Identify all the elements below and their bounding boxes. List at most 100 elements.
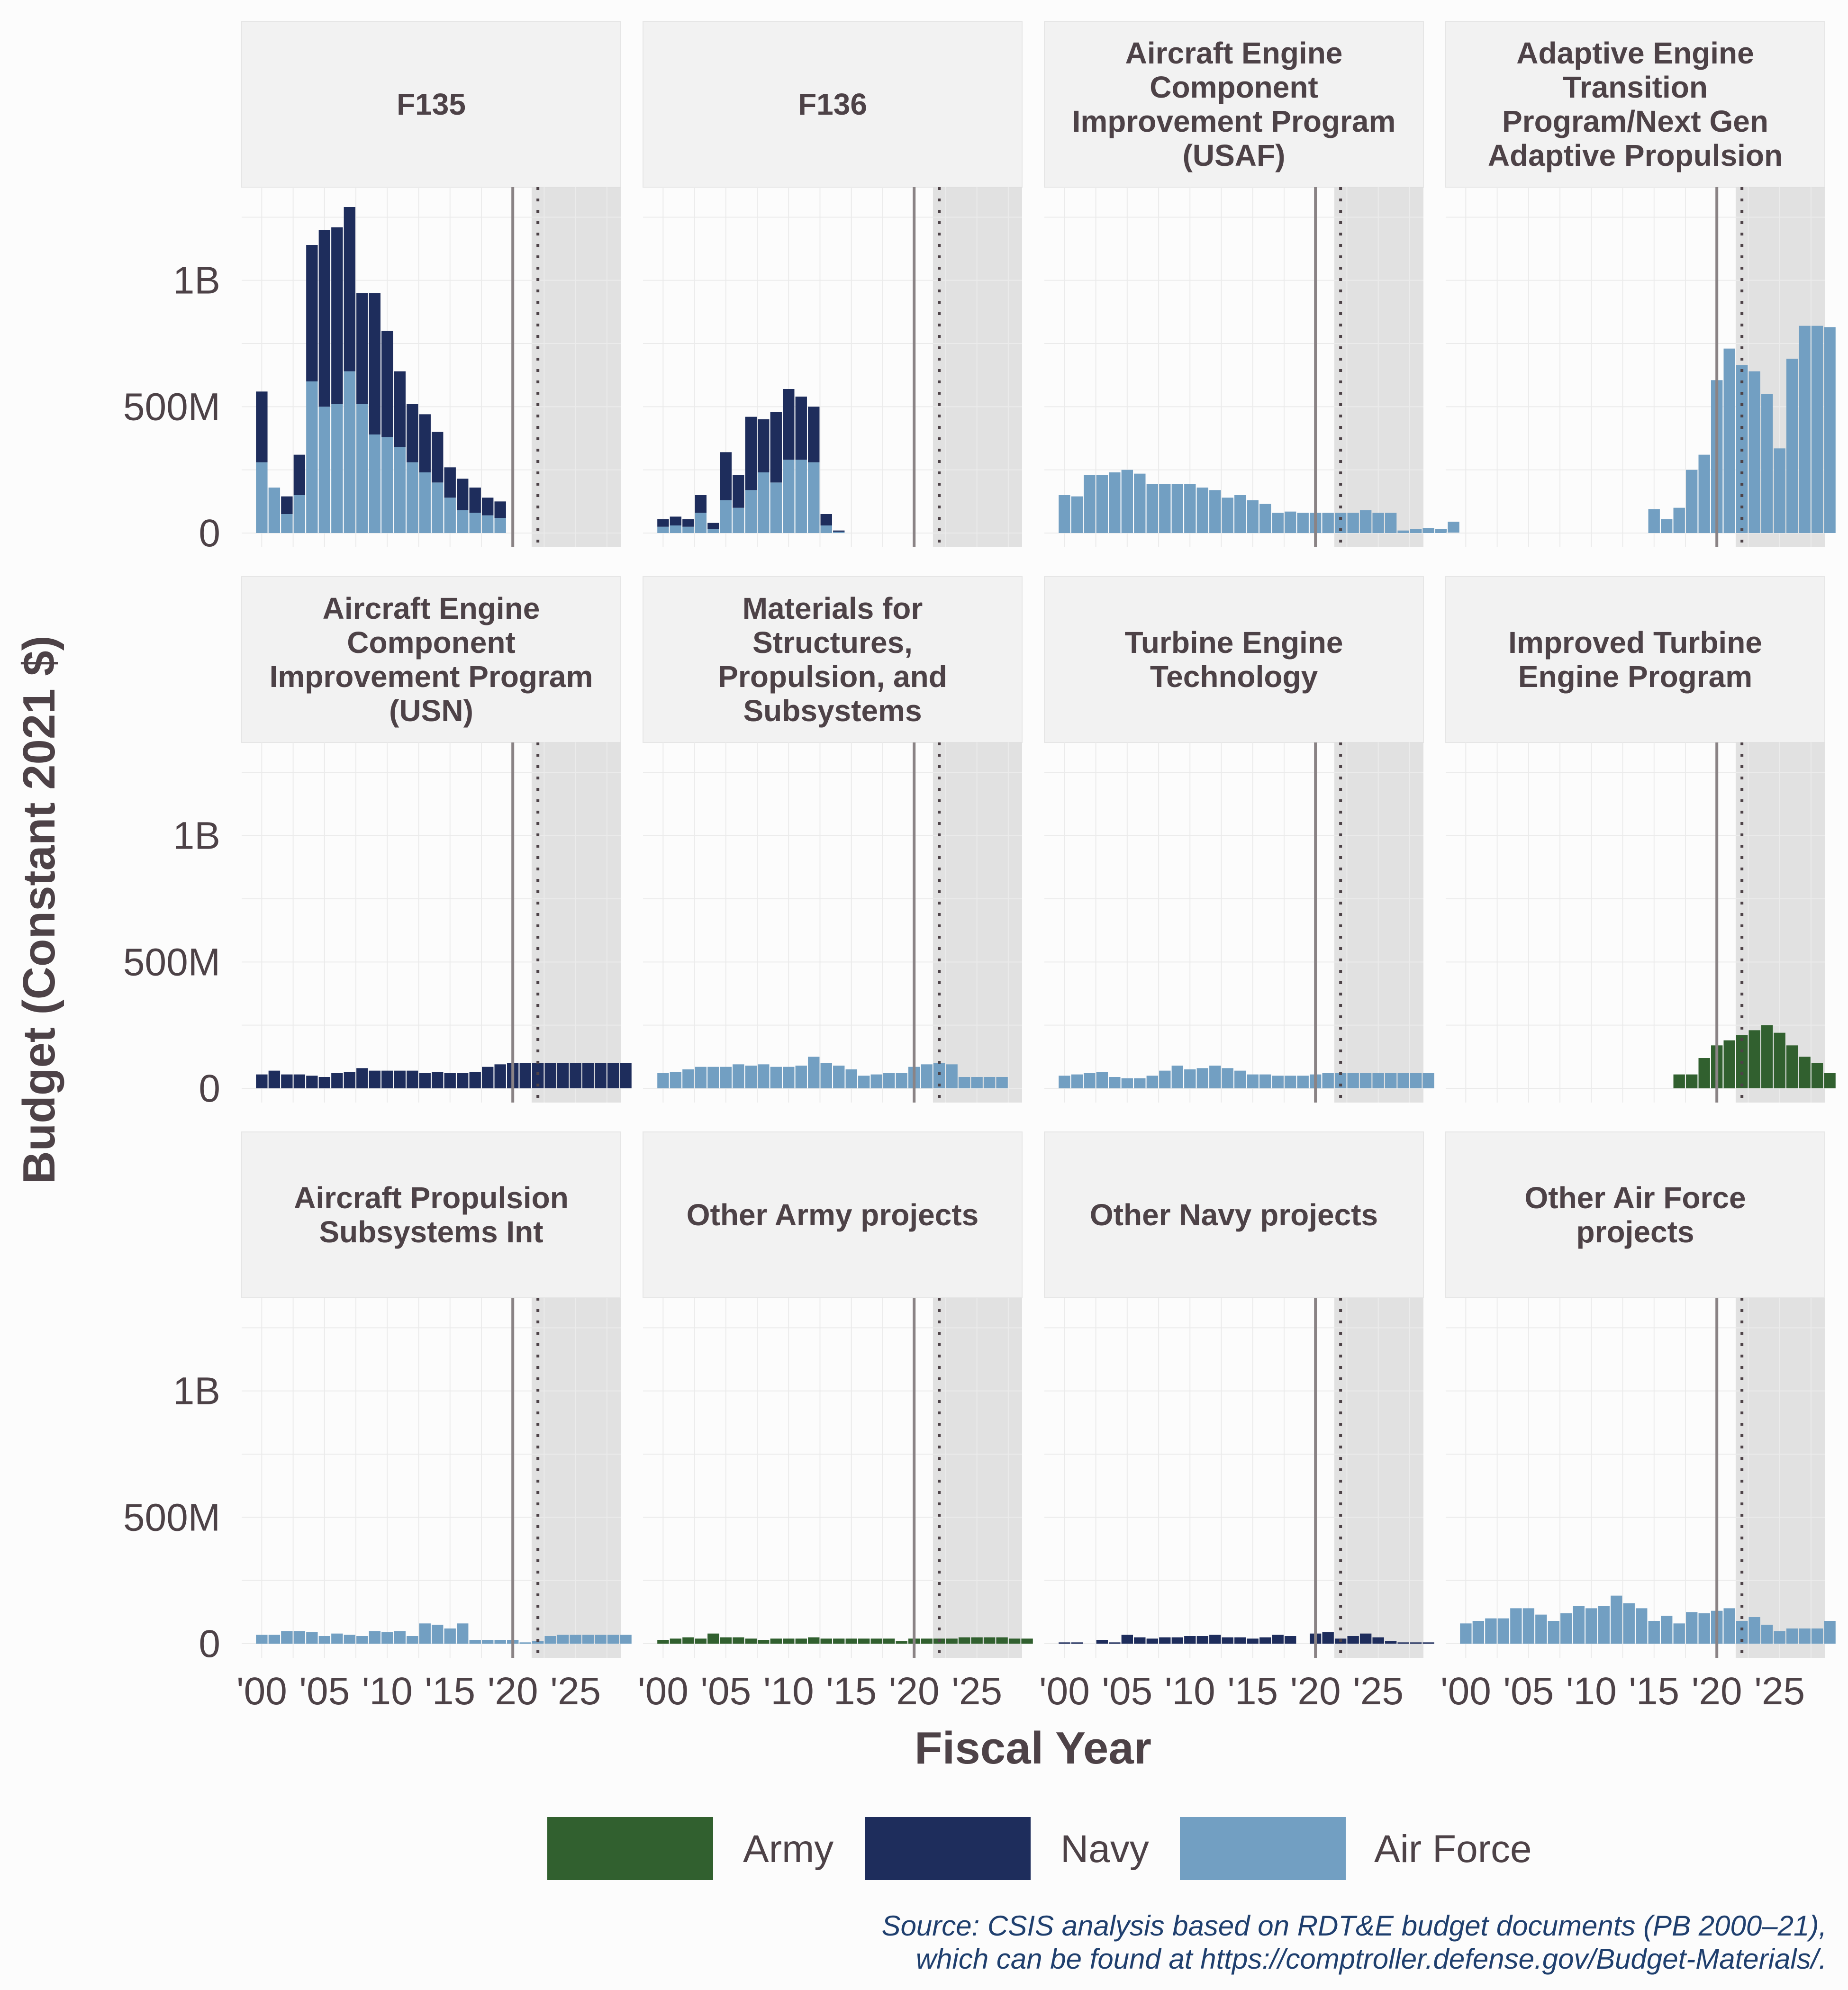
bar-af (1686, 1612, 1698, 1644)
bar-af (733, 507, 744, 533)
panel-strip (241, 21, 621, 188)
bar-af (1071, 496, 1083, 533)
bar-navy (306, 1076, 318, 1088)
bar-navy (770, 412, 782, 483)
bar-navy (1272, 1635, 1284, 1644)
bar-af (1184, 1069, 1196, 1088)
bar-navy (331, 227, 343, 404)
x-tick-label: '15 (826, 1670, 877, 1713)
legend-swatch-army (547, 1817, 713, 1880)
projection-shade (531, 1298, 621, 1658)
bar-army (1698, 1058, 1710, 1088)
bar-af (1322, 1073, 1334, 1088)
bar-navy (1071, 1642, 1083, 1644)
x-tick-label: '20 (1692, 1670, 1742, 1713)
bar-navy (457, 1073, 469, 1088)
bar-navy (318, 1077, 331, 1088)
bar-af (1359, 1073, 1372, 1088)
panel-title: Transition (1563, 70, 1708, 104)
bar-army (1686, 1074, 1698, 1088)
bar-af (1146, 484, 1158, 533)
x-tick-label: '00 (1039, 1670, 1090, 1713)
bar-navy (1184, 1636, 1196, 1644)
bar-af (457, 1623, 469, 1644)
bar-navy (281, 1074, 293, 1088)
bar-army (921, 1638, 933, 1644)
projection-shade (1334, 742, 1423, 1103)
bar-af (1109, 1077, 1121, 1088)
bar-af (733, 1064, 744, 1088)
x-tick-label: '10 (1566, 1670, 1617, 1713)
bar-af (1723, 1608, 1735, 1644)
bar-af (1422, 528, 1434, 533)
bar-army (833, 1638, 845, 1644)
x-tick-label: '00 (638, 1670, 688, 1713)
bar-af (469, 1640, 481, 1644)
panel-title: F136 (798, 87, 867, 121)
bar-af (544, 1636, 556, 1644)
panel-title: projects (1576, 1215, 1694, 1249)
bar-army (1673, 1074, 1685, 1088)
bar-af (833, 532, 845, 533)
bar-af (394, 1631, 406, 1644)
bar-af (1761, 394, 1773, 533)
bar-navy (519, 1063, 531, 1088)
bar-navy (1422, 1642, 1434, 1644)
bar-af (1272, 513, 1284, 533)
bar-af (620, 1635, 632, 1644)
panel-strip (1445, 1131, 1825, 1298)
bar-navy (356, 1068, 368, 1088)
bar-navy (1247, 1638, 1259, 1644)
bar-af (318, 407, 331, 533)
bar-af (1359, 510, 1372, 533)
bar-af (432, 1625, 444, 1644)
bar-af (1510, 1608, 1522, 1644)
bar-navy (544, 1063, 556, 1088)
bar-navy (1059, 1642, 1070, 1644)
bar-af (1573, 1606, 1585, 1644)
x-tick-label: '25 (1754, 1670, 1805, 1713)
bar-army (657, 1640, 669, 1644)
bar-af (1410, 1073, 1422, 1088)
bar-af (1121, 1078, 1133, 1088)
bar-af (281, 1631, 293, 1644)
bar-af (670, 1072, 682, 1088)
bar-army (770, 1638, 782, 1644)
bar-army (883, 1638, 895, 1644)
bar-army (733, 1637, 744, 1644)
bar-af (1761, 1625, 1773, 1644)
bar-af (1497, 1618, 1510, 1644)
bar-af (996, 1077, 1008, 1088)
bar-af (657, 1073, 669, 1088)
bar-af (1410, 529, 1422, 533)
x-tick-label: '10 (362, 1670, 413, 1713)
bar-navy (482, 498, 494, 516)
bar-navy (1359, 1633, 1372, 1644)
bar-af (1285, 511, 1296, 533)
bar-af (1385, 1073, 1397, 1088)
panel-title: Other Air Force (1524, 1181, 1746, 1215)
x-tick-label: '15 (425, 1670, 475, 1713)
bar-af (657, 526, 669, 533)
x-tick-label: '00 (236, 1670, 287, 1713)
panel-title: Aircraft Engine (323, 591, 540, 625)
bar-army (795, 1638, 807, 1644)
y-axis-title-group: Budget (Constant 2021 $) (14, 635, 64, 1184)
bar-navy (457, 479, 469, 510)
bar-af (1096, 475, 1108, 533)
bar-af (1171, 1066, 1183, 1088)
bar-af (482, 1640, 494, 1644)
bar-af (720, 1067, 732, 1088)
bar-navy (381, 331, 393, 437)
bar-navy (344, 207, 355, 371)
panel-strip (643, 576, 1023, 743)
legend-swatch-navy (865, 1817, 1031, 1880)
panel-title: Subsystems Int (319, 1215, 543, 1249)
bar-af (381, 1632, 393, 1644)
bar-af (1146, 1076, 1158, 1088)
bar-af (1234, 495, 1246, 533)
bar-army (946, 1638, 958, 1644)
